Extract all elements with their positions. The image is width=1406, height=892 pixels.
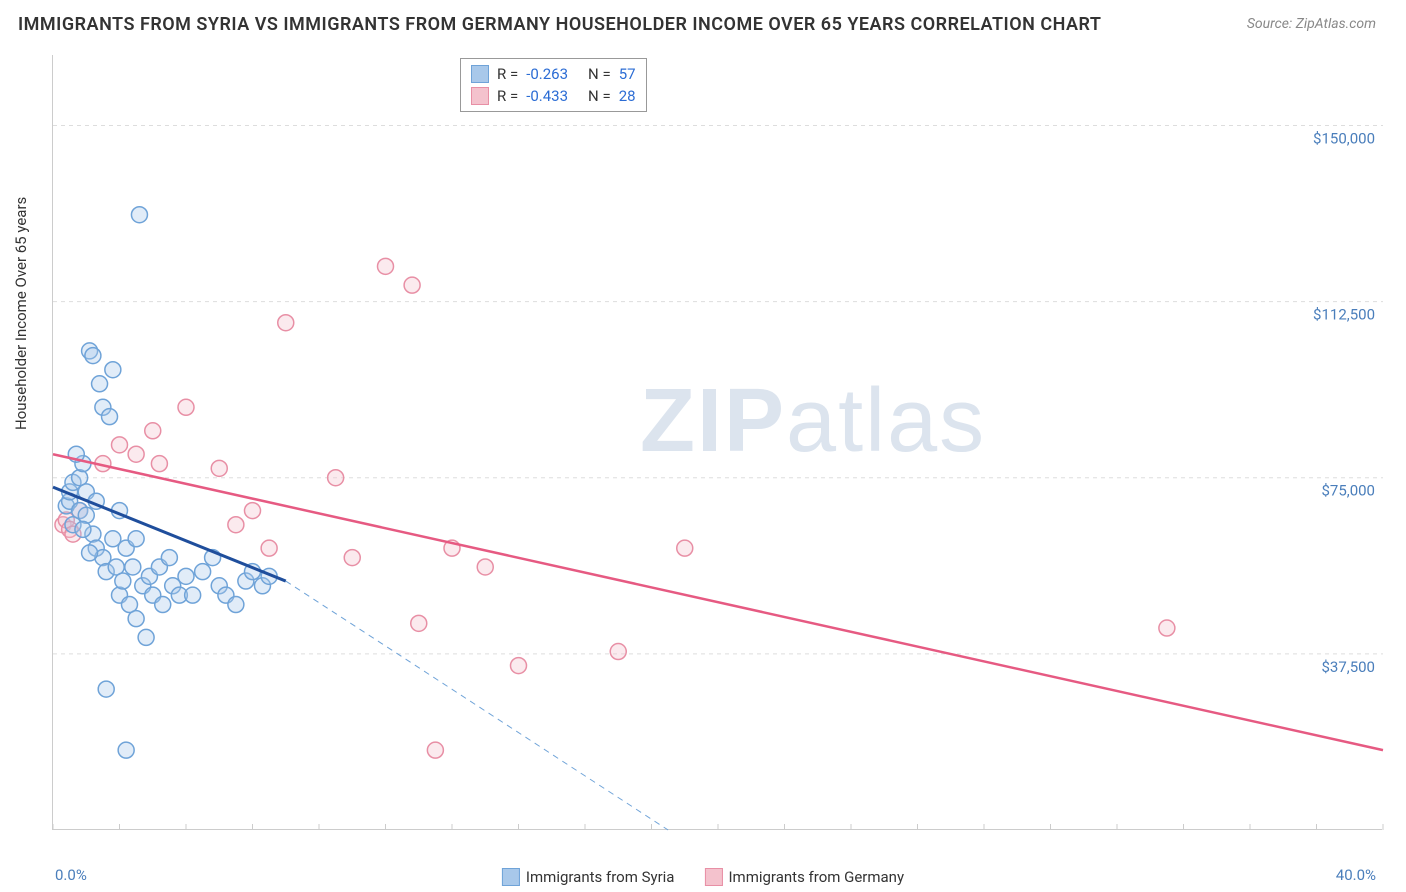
germany-point [677,540,693,556]
x-tick-max: 40.0% [1336,866,1376,884]
germany-point [378,258,394,274]
germany-trendline [53,454,1383,750]
legend-item-germany: Immigrants from Germany [704,868,904,886]
syria-point [125,559,141,575]
legend: Immigrants from Syria Immigrants from Ger… [502,868,904,886]
syria-point [128,531,144,547]
germany-point [228,517,244,533]
syria-point [178,568,194,584]
y-tick-label: $75,000 [1321,482,1375,500]
n-value: 28 [619,87,636,105]
germany-point [178,399,194,415]
germany-point [211,460,227,476]
syria-swatch-icon [471,65,489,83]
syria-point [131,207,147,223]
legend-item-syria: Immigrants from Syria [502,868,675,886]
syria-point [128,611,144,627]
syria-point [85,348,101,364]
germany-point [427,742,443,758]
syria-point [92,376,108,392]
syria-point [105,362,121,378]
germany-swatch-icon [471,87,489,105]
germany-point [610,644,626,660]
syria-point [185,587,201,603]
germany-point [344,550,360,566]
r-prefix: R = [497,87,518,105]
legend-label: Immigrants from Germany [728,868,904,886]
n-prefix: N = [588,87,611,105]
syria-trendline-extension [286,581,668,830]
germany-point [411,615,427,631]
syria-point [102,409,118,425]
germany-point [328,470,344,486]
germany-point [404,277,420,293]
y-tick-label: $112,500 [1313,306,1375,324]
syria-point [78,507,94,523]
y-tick-label: $150,000 [1313,129,1375,147]
syria-legend-swatch-icon [502,868,520,886]
syria-point [161,550,177,566]
chart-title: IMMIGRANTS FROM SYRIA VS IMMIGRANTS FROM… [18,14,1101,35]
y-axis-label: Householder Income Over 65 years [12,197,30,430]
syria-point [138,629,154,645]
syria-point [75,521,91,537]
chart-plot-area: $37,500 $75,000 $112,500 $150,000 [52,55,1382,830]
stats-row-syria: R = -0.263 N = 57 [471,63,636,85]
n-prefix: N = [588,65,611,83]
syria-point [195,564,211,580]
germany-point [261,540,277,556]
correlation-stats-box: R = -0.263 N = 57 R = -0.433 N = 28 [460,58,647,112]
germany-point [145,423,161,439]
syria-point [155,597,171,613]
stats-row-germany: R = -0.433 N = 28 [471,85,636,107]
source-label: Source: ZipAtlas.com [1247,16,1376,32]
r-value: -0.263 [526,65,568,83]
legend-label: Immigrants from Syria [526,868,675,886]
germany-legend-swatch-icon [704,868,722,886]
r-prefix: R = [497,65,518,83]
syria-point [118,742,134,758]
syria-point [82,545,98,561]
germany-point [151,456,167,472]
x-tick-min: 0.0% [55,866,87,884]
chart-svg: $37,500 $75,000 $112,500 $150,000 [53,55,1382,829]
germany-point [128,446,144,462]
germany-point [245,503,261,519]
n-value: 57 [619,65,636,83]
germany-point [477,559,493,575]
syria-point [228,597,244,613]
germany-point [511,658,527,674]
germany-point [278,315,294,331]
germany-point [112,437,128,453]
germany-point [1159,620,1175,636]
syria-point [98,681,114,697]
y-tick-label: $37,500 [1321,658,1375,676]
syria-point [115,573,131,589]
r-value: -0.433 [526,87,568,105]
